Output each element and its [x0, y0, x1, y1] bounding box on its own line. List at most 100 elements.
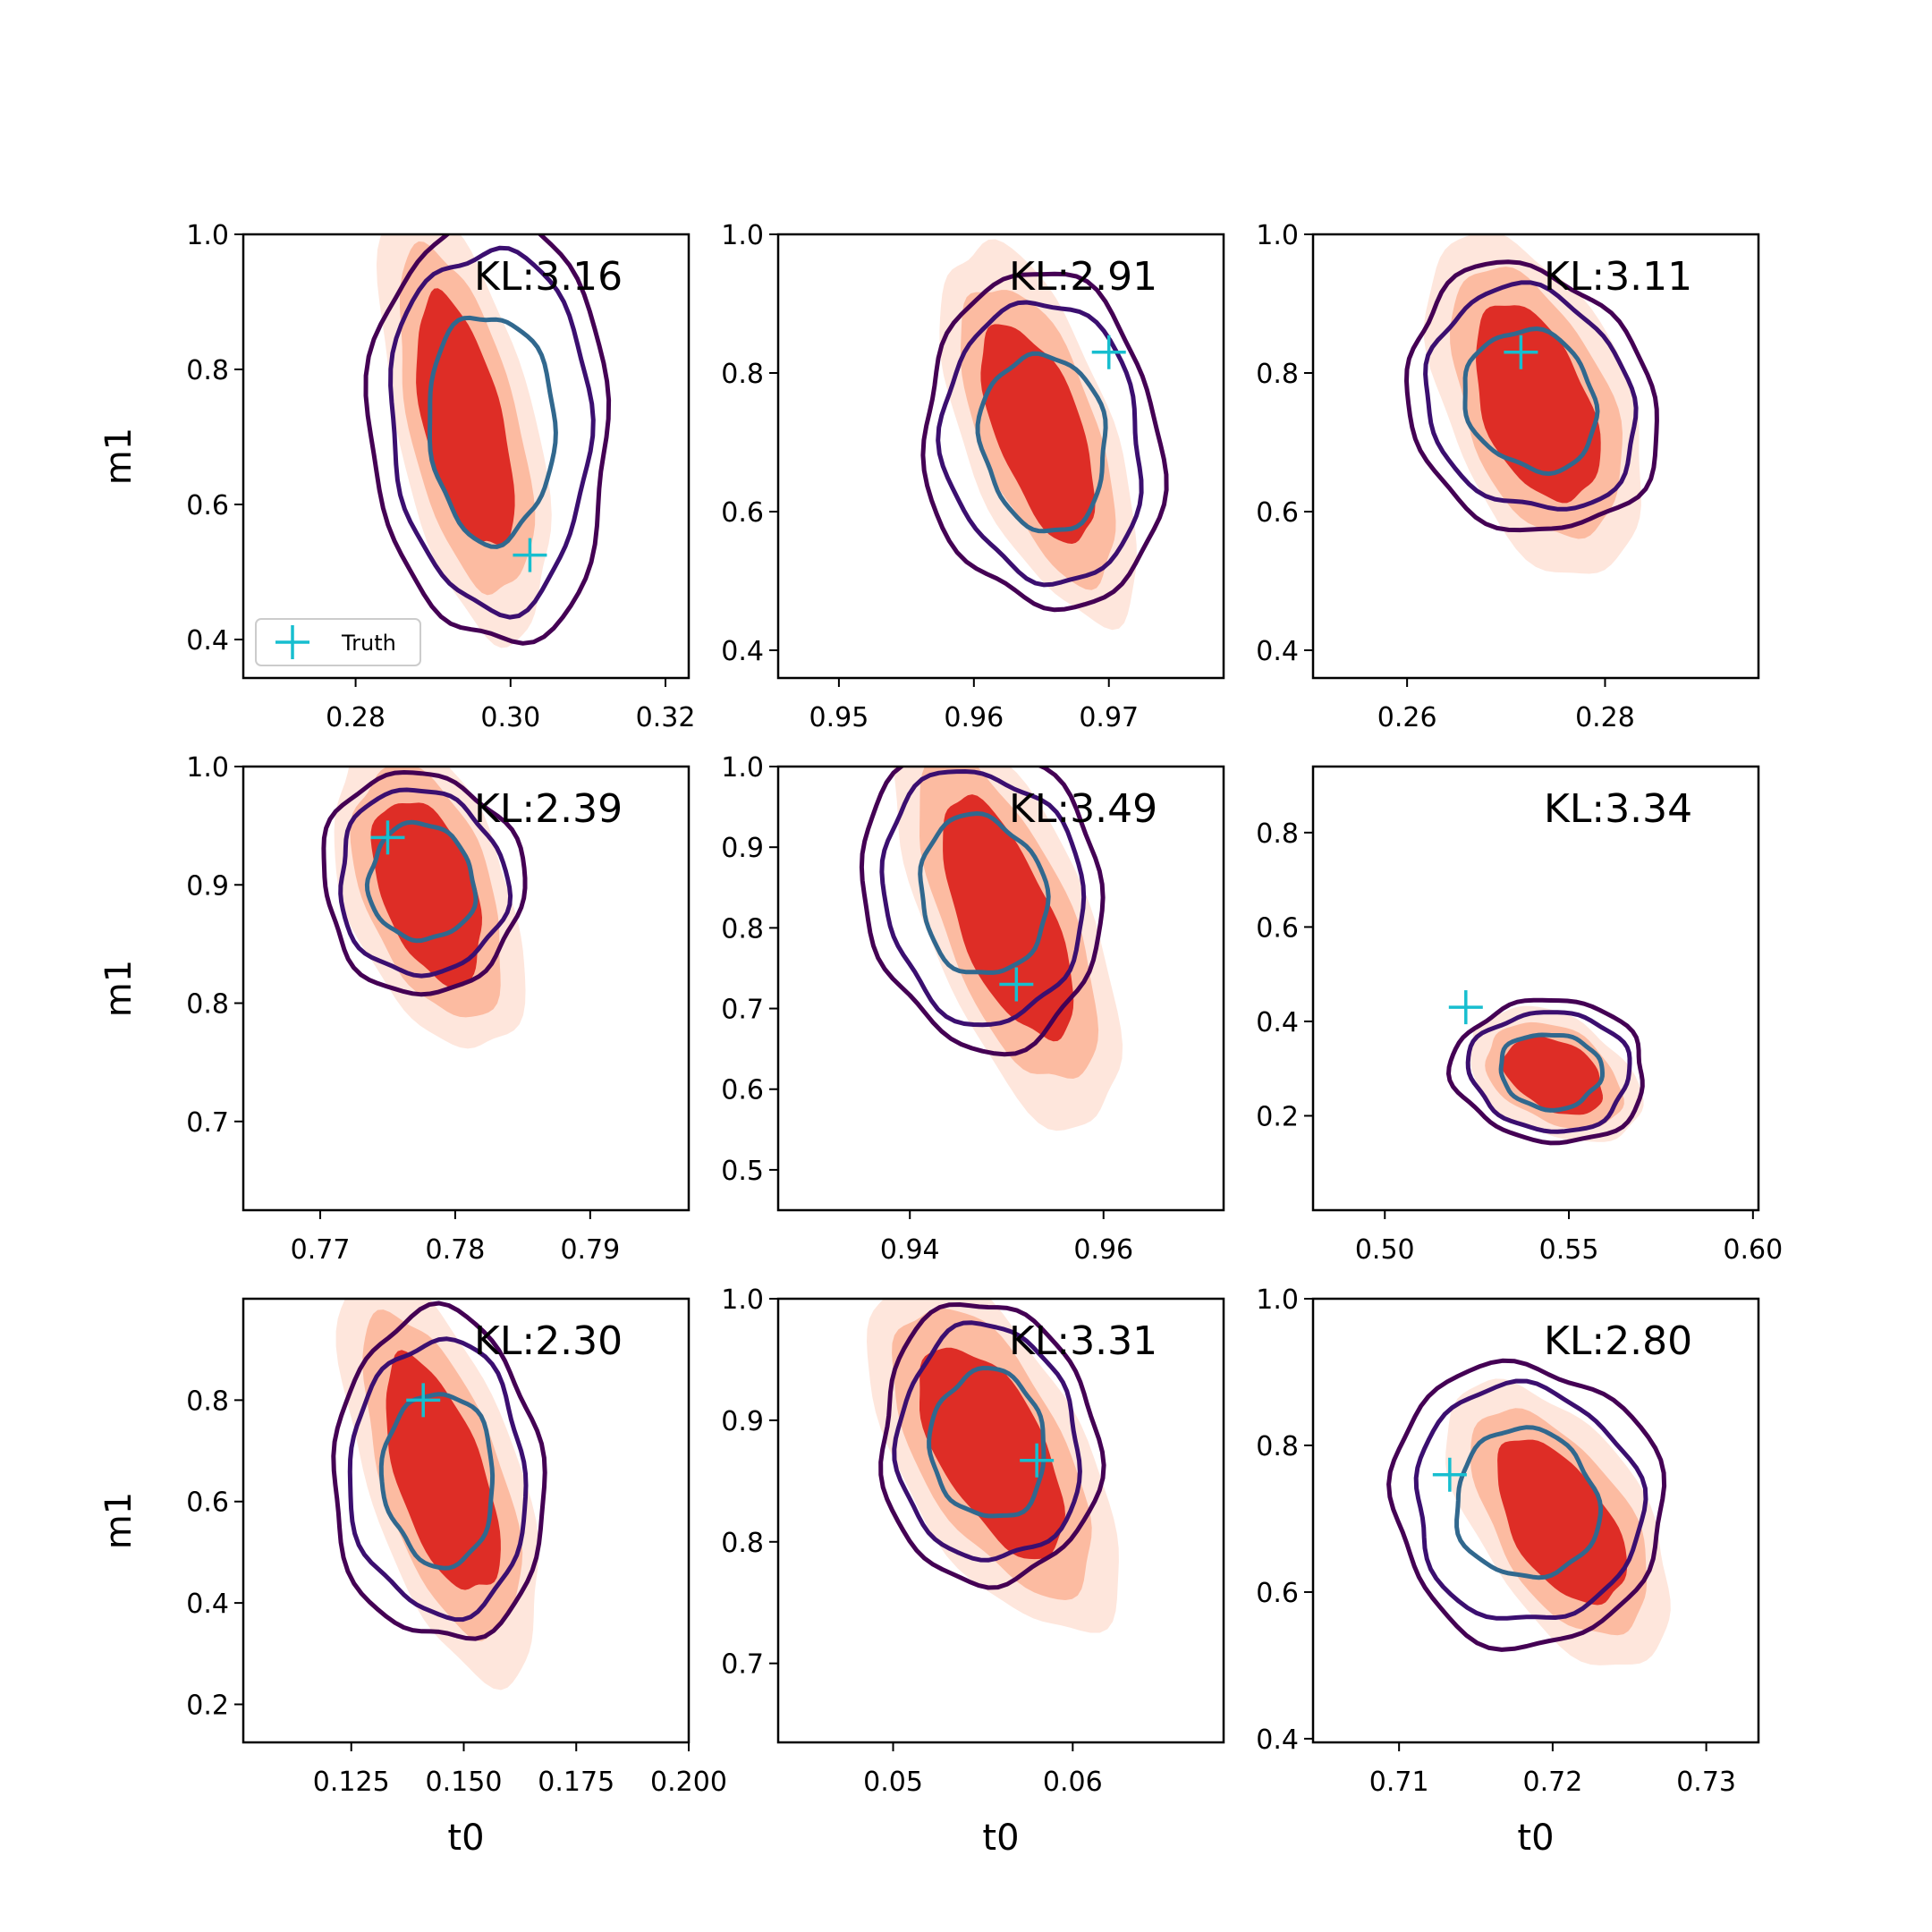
x-tick-label: 0.94 [880, 1234, 940, 1266]
x-tick-label: 0.05 [863, 1767, 923, 1798]
x-tick-label: 0.150 [426, 1767, 503, 1798]
subplot-2-1: 0.05 0.06 0.7 0.8 0.9 1.0 KL:3.31 t0 [721, 1284, 1225, 1859]
x-tick-label: 0.30 [480, 702, 540, 733]
kl-label: KL:3.34 [1544, 786, 1692, 832]
y-tick-label: 0.9 [186, 870, 229, 902]
contour-line-outer [331, 1301, 547, 1641]
y-tick-label: 0.6 [186, 1487, 229, 1519]
contour-line-inner [364, 819, 479, 944]
contour-line-outer [859, 767, 1106, 1057]
axes-frame [776, 233, 1225, 680]
y-tick-label: 0.7 [721, 1649, 764, 1681]
x-tick-label: 0.55 [1539, 1234, 1599, 1266]
truth-marker [1448, 990, 1483, 1025]
truth-marker [1504, 335, 1538, 369]
contour-line-mid [892, 1320, 1082, 1563]
kl-label: KL:3.31 [1009, 1318, 1157, 1364]
y-tick-label: 0.4 [186, 625, 229, 657]
contour-line-outer [1404, 259, 1659, 533]
x-tick-label: 0.06 [1043, 1767, 1103, 1798]
truth-marker [406, 1383, 441, 1418]
plot-area [1404, 234, 1659, 574]
contour-line-inner [927, 1366, 1046, 1519]
contour-line-mid [1413, 1378, 1648, 1621]
x-tick-label: 0.72 [1522, 1767, 1582, 1798]
y-tick-label: 0.5 [721, 1156, 764, 1187]
contour-line-mid [879, 769, 1087, 1028]
plot-area [1386, 1358, 1671, 1665]
plot-area [331, 1299, 547, 1690]
y-tick-label: 0.6 [721, 1075, 764, 1106]
subplot-0-1: 0.95 0.96 0.97 0.4 0.6 0.8 1.0 KL:2.91 [721, 220, 1225, 733]
y-tick-label: 0.6 [721, 497, 764, 529]
axes-frame [1311, 765, 1760, 1212]
contour-line-mid [338, 787, 513, 979]
contour-line-outer [363, 234, 612, 646]
y-tick-label: 0.7 [721, 995, 764, 1026]
subplot-1-0: 0.77 0.78 0.79 0.7 0.8 0.9 1.0 KL:2.39 m1 [98, 752, 691, 1266]
truth-marker [999, 967, 1034, 1002]
plot-area [920, 239, 1169, 631]
contour-line-inner [1462, 326, 1600, 477]
kl-label: KL:3.11 [1544, 254, 1692, 300]
contour-line-mid [1423, 280, 1639, 512]
y-tick-label: 1.0 [186, 752, 229, 784]
y-tick-label: 0.8 [1256, 359, 1299, 390]
y-tick-label: 1.0 [721, 752, 764, 784]
legend-marker [275, 625, 309, 659]
x-tick-label: 0.60 [1723, 1234, 1783, 1266]
truth-marker [1091, 335, 1126, 369]
axes-frame [242, 233, 691, 680]
x-tick-label: 0.97 [1079, 702, 1139, 733]
y-tick-label: 0.8 [721, 913, 764, 945]
axes-frame [776, 1297, 1225, 1744]
y-tick-label: 0.4 [1256, 1007, 1299, 1038]
x-axis-label: t0 [1517, 1818, 1554, 1859]
x-tick-label: 0.125 [313, 1767, 390, 1798]
y-tick-label: 0.9 [721, 833, 764, 864]
contour-line-inner [378, 1392, 496, 1571]
density-fill-inner [980, 324, 1096, 544]
x-tick-label: 0.50 [1355, 1234, 1415, 1266]
x-tick-label: 0.175 [538, 1767, 614, 1798]
plot-area [321, 767, 528, 1049]
contour-line-mid [1465, 1010, 1632, 1134]
x-axis-label: t0 [982, 1818, 1019, 1859]
subplot-2-0: 0.125 0.150 0.175 0.200 0.2 0.4 0.6 0.8 KL:2.30 m… [98, 1297, 727, 1859]
contour-line-inner [975, 351, 1108, 534]
x-tick-label: 0.96 [944, 702, 1004, 733]
y-axis-label: m1 [98, 960, 140, 1017]
density-fill-inner [370, 802, 482, 988]
contour-line-outer [1446, 997, 1645, 1146]
x-tick-label: 0.26 [1377, 702, 1437, 733]
y-tick-label: 0.8 [186, 989, 229, 1021]
contour-line-inner [918, 811, 1051, 975]
density-fill-inner [1476, 305, 1601, 504]
subplot-0-2: 0.26 0.28 0.4 0.6 0.8 1.0 KL:3.11 [1256, 220, 1760, 733]
contour-line-inner [1498, 1032, 1605, 1113]
contour-line-mid [388, 245, 596, 620]
density-fill-inner [1501, 1036, 1603, 1115]
contour-line-outer [920, 271, 1169, 613]
x-axis-label: t0 [447, 1818, 484, 1859]
x-tick-label: 0.28 [326, 702, 386, 733]
axes-frame [1311, 1297, 1760, 1744]
contour-line-outer [321, 770, 528, 997]
plot-area [363, 234, 612, 648]
contour-line-inner [428, 315, 558, 549]
y-tick-label: 1.0 [1256, 220, 1299, 251]
kl-label: KL:2.39 [474, 786, 623, 832]
x-tick-label: 0.78 [426, 1234, 486, 1266]
axes-frame [242, 765, 691, 1212]
axes-frame [1311, 233, 1760, 680]
y-tick-label: 1.0 [186, 220, 229, 251]
subplot-1-2: 0.50 0.55 0.60 0.2 0.4 0.6 0.8 KL:3.34 [1256, 765, 1783, 1266]
x-tick-label: 0.32 [636, 702, 696, 733]
contour-line-outer [1386, 1358, 1667, 1652]
legend-box [255, 618, 421, 666]
x-tick-label: 0.95 [809, 702, 869, 733]
kl-label: KL:3.49 [1009, 786, 1157, 832]
truth-marker [513, 538, 547, 572]
y-tick-label: 0.8 [186, 355, 229, 386]
